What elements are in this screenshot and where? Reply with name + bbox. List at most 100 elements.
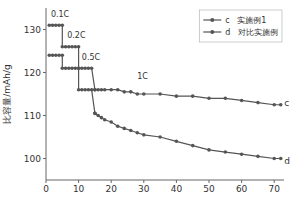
point — [61, 45, 65, 49]
plot-area — [47, 23, 282, 160]
point — [96, 88, 100, 92]
point — [93, 88, 97, 92]
point — [224, 150, 228, 154]
x-tick — [241, 180, 242, 183]
point — [135, 131, 139, 135]
x-tick — [46, 180, 47, 183]
x-tick — [143, 180, 144, 183]
legend-label: d 对比实施例 — [225, 28, 278, 37]
x-tick — [209, 180, 210, 183]
legend: c 实施例1 d 对比实施例 — [199, 10, 282, 42]
point — [93, 112, 97, 116]
point — [51, 54, 55, 58]
point — [142, 92, 146, 96]
point — [83, 66, 87, 70]
legend-frame — [199, 10, 282, 42]
point — [87, 88, 91, 92]
point — [57, 23, 61, 27]
point — [279, 157, 283, 161]
x-tick-label: 20 — [105, 184, 117, 194]
x-tick-label: 70 — [268, 184, 280, 194]
point — [93, 112, 97, 116]
point — [122, 90, 126, 94]
point — [54, 54, 58, 58]
y-axis-label: 比容量/mAh/g — [2, 64, 12, 123]
x-tick — [274, 180, 275, 183]
x-tick — [176, 180, 177, 183]
point — [90, 66, 94, 70]
point — [191, 94, 195, 98]
point — [96, 114, 100, 118]
point — [129, 90, 133, 94]
point — [279, 103, 283, 107]
point — [77, 45, 81, 49]
point — [100, 116, 104, 120]
annotation: 0.5C — [82, 53, 101, 62]
point — [61, 23, 65, 27]
point — [191, 144, 195, 148]
point — [74, 45, 78, 49]
legend-marker — [210, 18, 214, 22]
point — [77, 66, 81, 70]
point — [67, 45, 71, 49]
point — [158, 135, 162, 139]
point — [224, 97, 228, 101]
y-tick — [43, 158, 46, 159]
annotation: 0.2C — [67, 31, 86, 40]
point — [74, 66, 78, 70]
point — [47, 23, 51, 27]
point — [256, 155, 260, 159]
point — [64, 45, 68, 49]
x-tick-label: 30 — [138, 184, 150, 194]
point — [103, 118, 107, 122]
point — [61, 66, 65, 70]
point — [51, 23, 55, 27]
y-tick-label: 110 — [24, 111, 41, 121]
legend-label: c 实施例1 — [225, 16, 266, 25]
x-tick — [111, 180, 112, 183]
point — [158, 92, 162, 96]
y-tick-label: 120 — [24, 68, 41, 78]
point — [47, 54, 51, 58]
point — [207, 148, 211, 152]
point — [175, 94, 179, 98]
point — [100, 88, 104, 92]
point — [103, 88, 107, 92]
point — [80, 88, 84, 92]
x-tick-label: 50 — [203, 184, 215, 194]
x-axis — [46, 180, 284, 181]
point — [207, 97, 211, 101]
annotation: c — [284, 98, 289, 108]
point — [122, 127, 126, 131]
series-line — [49, 55, 280, 158]
y-tick — [43, 29, 46, 30]
point — [54, 23, 58, 27]
point — [129, 129, 133, 133]
point — [116, 124, 120, 128]
point — [116, 88, 120, 92]
legend-marker — [210, 30, 214, 34]
y-tick — [43, 72, 46, 73]
annotation: 0.1C — [51, 10, 70, 19]
x-tick-label: 0 — [43, 184, 49, 194]
point — [64, 66, 68, 70]
point — [109, 120, 113, 124]
annotation: 1C — [137, 72, 148, 81]
point — [135, 92, 139, 96]
point — [240, 152, 244, 156]
point — [77, 66, 81, 70]
point — [272, 103, 276, 107]
point — [70, 45, 74, 49]
point — [77, 88, 81, 92]
chart: 010203040506070100110120130比容量/mAh/g0.1C… — [0, 0, 300, 200]
y-tick-label: 100 — [24, 154, 41, 164]
point — [256, 101, 260, 105]
point — [142, 133, 146, 137]
point — [175, 140, 179, 144]
y-axis — [46, 8, 47, 180]
point — [109, 88, 113, 92]
point — [83, 88, 87, 92]
point — [67, 66, 71, 70]
y-tick — [43, 115, 46, 116]
x-tick — [78, 180, 79, 183]
